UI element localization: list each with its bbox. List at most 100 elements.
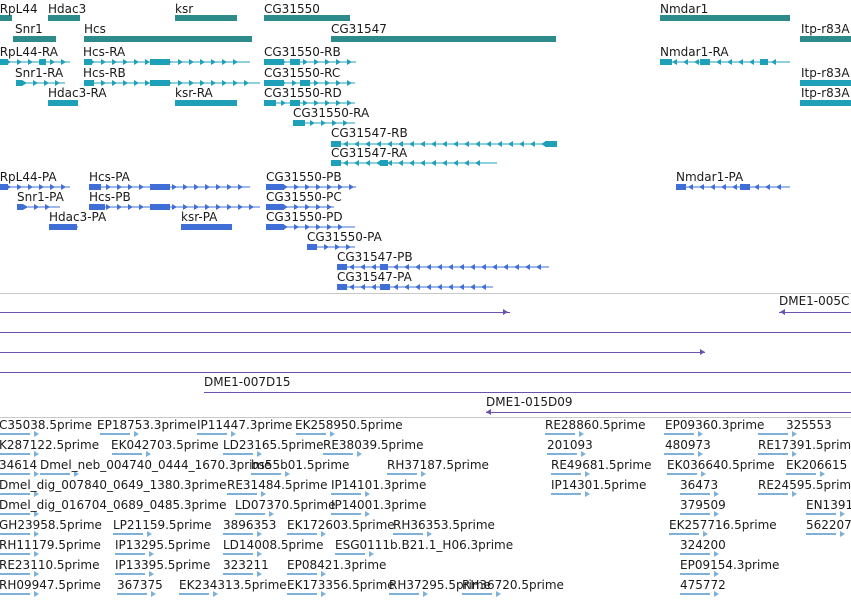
est-label[interactable]: EK257716.5prime bbox=[669, 518, 777, 532]
est-label[interactable]: RH36353.5prime bbox=[393, 518, 495, 532]
est-bar[interactable] bbox=[758, 493, 788, 495]
gene-model-bar[interactable] bbox=[800, 36, 851, 42]
est-label[interactable]: IP14101.3prime bbox=[331, 478, 427, 492]
gene-label-cg31550[interactable]: CG31550 bbox=[264, 2, 320, 16]
est-label[interactable]: EP18753.3prime bbox=[97, 418, 197, 432]
protein-label-cg31550-pa[interactable]: CG31550-PA bbox=[307, 230, 382, 244]
est-bar[interactable] bbox=[0, 493, 30, 495]
transcript-label-itpr83a-1[interactable]: Itp-r83A bbox=[801, 66, 850, 80]
transcript-hcs-rb-exon[interactable] bbox=[150, 80, 170, 86]
transcript-itpr83a-1[interactable] bbox=[800, 80, 851, 86]
est-label[interactable]: RE23110.5prime bbox=[0, 558, 100, 572]
est-label[interactable]: K287122.5prime bbox=[0, 438, 100, 452]
protein-label-hdac3-pa[interactable]: Hdac3-PA bbox=[49, 210, 107, 224]
transcript-hcs-ra-exon[interactable] bbox=[150, 59, 170, 65]
transcript-cg31547-ra-exon[interactable] bbox=[331, 160, 341, 166]
protein-cg31550-pa-exon[interactable] bbox=[307, 244, 317, 250]
est-label[interactable]: EK206615 bbox=[786, 458, 848, 472]
est-bar[interactable] bbox=[287, 573, 317, 575]
transcript-label-hcs-rb[interactable]: Hcs-RB bbox=[83, 66, 126, 80]
est-bar[interactable] bbox=[0, 573, 30, 575]
transcript-itpr83a-2[interactable] bbox=[800, 100, 851, 106]
transcript-cg31550-rb-intron[interactable] bbox=[264, 61, 356, 63]
est-label[interactable]: 379509 bbox=[680, 498, 726, 512]
protein-cg31550-pb-intron[interactable] bbox=[266, 186, 356, 188]
transcript-cg31550-rb-exon[interactable] bbox=[290, 59, 300, 65]
protein-label-mrpl44-pa[interactable]: mRpL44-PA bbox=[0, 170, 57, 184]
est-bar[interactable] bbox=[323, 453, 353, 455]
est-bar[interactable] bbox=[758, 453, 788, 455]
est-label[interactable]: 36473 bbox=[680, 478, 719, 492]
est-label[interactable]: IP14301.5prime bbox=[551, 478, 647, 492]
gene-model-bar[interactable] bbox=[264, 15, 350, 21]
gene-model-bar[interactable] bbox=[175, 15, 237, 21]
protein-label-cg31550-pc[interactable]: CG31550-PC bbox=[266, 190, 342, 204]
gene-model-bar[interactable] bbox=[0, 15, 12, 21]
est-bar[interactable] bbox=[669, 533, 699, 535]
est-label[interactable]: RH37187.5prime bbox=[387, 458, 489, 472]
protein-mrpl44-pa-exon[interactable] bbox=[0, 184, 8, 190]
transcript-label-cg31550-ra[interactable]: CG31550-RA bbox=[293, 106, 370, 120]
est-bar[interactable] bbox=[0, 433, 30, 435]
protein-label-snr1-pa[interactable]: Snr1-PA bbox=[17, 190, 64, 204]
transcript-cg31550-rd-intron[interactable] bbox=[264, 102, 355, 104]
est-bar[interactable] bbox=[806, 513, 836, 515]
transcript-label-cg31547-ra[interactable]: CG31547-RA bbox=[331, 146, 408, 160]
transcript-cg31550-rd-exon[interactable] bbox=[290, 100, 300, 106]
est-label[interactable]: EK173356.5prime bbox=[287, 578, 395, 592]
est-label[interactable]: 201093 bbox=[547, 438, 593, 452]
transcript-mrpl44-ra-exon[interactable] bbox=[40, 59, 46, 65]
transcript-label-hcs-ra[interactable]: Hcs-RA bbox=[83, 45, 126, 59]
est-bar[interactable] bbox=[331, 513, 361, 515]
transcript-cg31550-rd-exon[interactable] bbox=[264, 100, 276, 106]
protein-cg31547-pa-exon[interactable] bbox=[337, 284, 347, 290]
est-bar[interactable] bbox=[664, 453, 694, 455]
est-bar[interactable] bbox=[287, 533, 317, 535]
transcript-label-cg31550-rd[interactable]: CG31550-RD bbox=[264, 86, 342, 100]
transcript-nmdar1-ra-exon[interactable] bbox=[660, 59, 672, 65]
est-bar[interactable] bbox=[223, 533, 253, 535]
est-bar[interactable] bbox=[551, 473, 581, 475]
transcript-label-hdac3-ra[interactable]: Hdac3-RA bbox=[48, 86, 107, 100]
transcript-ksr-ra[interactable] bbox=[175, 100, 237, 106]
est-label[interactable]: EP09154.3prime bbox=[680, 558, 780, 572]
transcript-label-nmdar1-ra[interactable]: Nmdar1-RA bbox=[660, 45, 729, 59]
protein-ksr-pa[interactable] bbox=[181, 224, 232, 230]
transcript-hdac3-ra-exon[interactable] bbox=[48, 100, 78, 106]
est-bar[interactable] bbox=[296, 433, 326, 435]
protein-cg31550-pd-intron[interactable] bbox=[266, 226, 355, 228]
est-bar[interactable] bbox=[680, 553, 710, 555]
est-bar[interactable] bbox=[227, 493, 257, 495]
est-label[interactable]: EK172603.5prime bbox=[287, 518, 395, 532]
est-bar[interactable] bbox=[115, 573, 145, 575]
est-label[interactable]: EN1391 bbox=[806, 498, 851, 512]
protein-label-cg31550-pd[interactable]: CG31550-PD bbox=[266, 210, 343, 224]
gene-label-hdac3[interactable]: Hdac3 bbox=[48, 2, 87, 16]
est-label[interactable]: C35038.5prime bbox=[0, 418, 92, 432]
est-label[interactable]: RH37295.5prime bbox=[389, 578, 491, 592]
est-label[interactable]: bs55b01.5prime bbox=[251, 458, 350, 472]
est-bar[interactable] bbox=[462, 593, 492, 595]
est-label[interactable]: RH11179.5prime bbox=[0, 538, 101, 552]
est-label[interactable]: GH23958.5prime bbox=[0, 518, 102, 532]
protein-cg31547-pb-intron[interactable] bbox=[337, 266, 549, 268]
clone-line[interactable] bbox=[779, 312, 851, 313]
transcript-label-snr1-ra[interactable]: Snr1-RA bbox=[15, 66, 64, 80]
est-bar[interactable] bbox=[40, 473, 70, 475]
est-label[interactable]: EK036640.5prime bbox=[667, 458, 775, 472]
transcript-mrpl44-ra-exon[interactable] bbox=[0, 59, 8, 65]
est-bar[interactable] bbox=[287, 593, 317, 595]
transcript-label-ksr-ra[interactable]: ksr-RA bbox=[175, 86, 213, 100]
transcript-hcs-rb-exon[interactable] bbox=[84, 80, 94, 86]
transcript-cg31550-rc-exon[interactable] bbox=[300, 80, 310, 86]
est-label[interactable]: EK042703.5prime bbox=[111, 438, 219, 452]
est-label[interactable]: IP13395.5prime bbox=[115, 558, 211, 572]
protein-hcs-pb-exon[interactable] bbox=[150, 204, 170, 210]
transcript-nmdar1-ra-intron[interactable] bbox=[660, 61, 790, 63]
protein-hcs-pb-exon[interactable] bbox=[89, 204, 105, 210]
est-bar[interactable] bbox=[680, 593, 710, 595]
est-bar[interactable] bbox=[117, 593, 147, 595]
gene-label-hcs[interactable]: Hcs bbox=[84, 22, 106, 36]
gene-model-bar[interactable] bbox=[13, 36, 56, 42]
gene-model-bar[interactable] bbox=[660, 15, 790, 21]
